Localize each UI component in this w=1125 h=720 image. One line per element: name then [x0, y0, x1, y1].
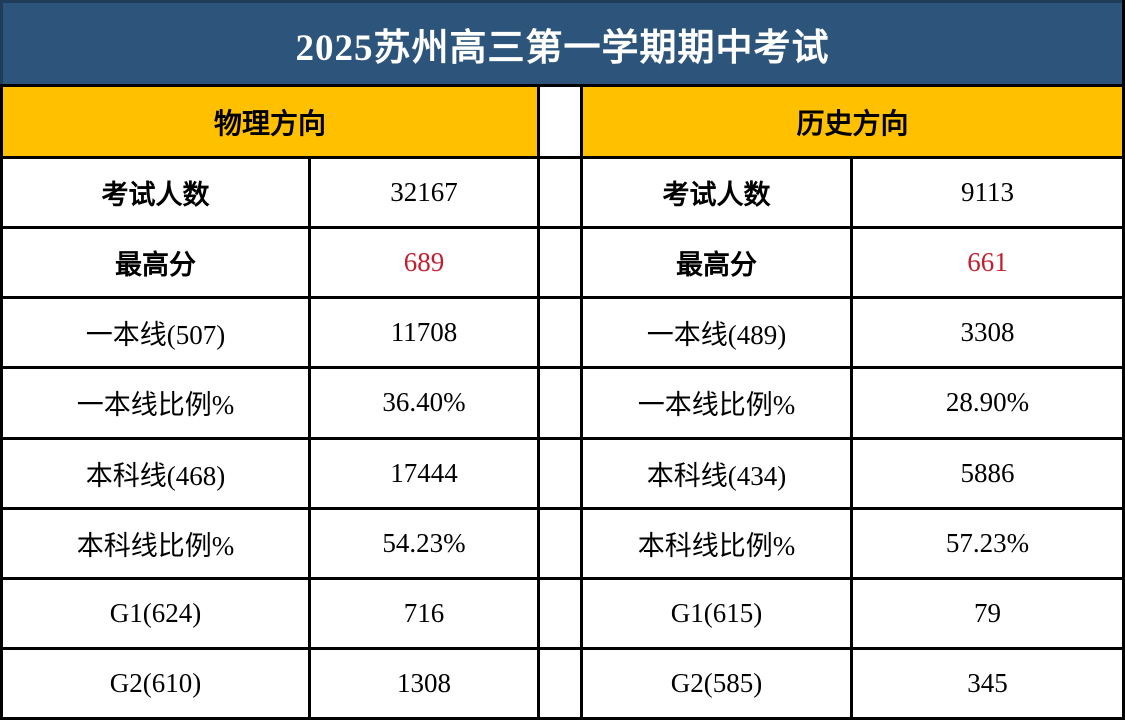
physics-row-value: 1308 — [308, 646, 537, 717]
row-gap-cell — [537, 226, 580, 297]
physics-row-label: 最高分 — [0, 226, 308, 297]
history-row-label: 一本线比例% — [580, 366, 850, 437]
history-row-value: 9113 — [850, 156, 1122, 227]
history-row-value: 5886 — [850, 436, 1122, 507]
history-row-label: 本科线比例% — [580, 506, 850, 577]
physics-row-label: 一本线比例% — [0, 366, 308, 437]
row-gap-cell — [537, 646, 580, 717]
physics-row-label: G2(610) — [0, 646, 308, 717]
physics-row-value: 54.23% — [308, 506, 537, 577]
physics-row-value: 17444 — [308, 436, 537, 507]
row-gap-cell — [537, 156, 580, 227]
physics-section-header: 物理方向 — [0, 84, 537, 156]
header-gap-cell — [537, 84, 580, 156]
physics-row-value: 716 — [308, 576, 537, 647]
history-row-label: 考试人数 — [580, 156, 850, 227]
history-row-value: 345 — [850, 646, 1122, 717]
table-title: 2025苏州高三第一学期期中考试 — [0, 0, 1122, 84]
history-row-value: 79 — [850, 576, 1122, 647]
row-gap-cell — [537, 576, 580, 647]
physics-row-value: 11708 — [308, 296, 537, 367]
history-row-label: 本科线(434) — [580, 436, 850, 507]
history-row-value: 57.23% — [850, 506, 1122, 577]
row-gap-cell — [537, 366, 580, 437]
row-gap-cell — [537, 506, 580, 577]
history-row-label: G2(585) — [580, 646, 850, 717]
physics-row-label: 本科线比例% — [0, 506, 308, 577]
physics-row-value: 689 — [308, 226, 537, 297]
row-gap-cell — [537, 296, 580, 367]
history-row-label: 最高分 — [580, 226, 850, 297]
physics-row-label: G1(624) — [0, 576, 308, 647]
physics-row-label: 考试人数 — [0, 156, 308, 227]
history-row-label: G1(615) — [580, 576, 850, 647]
physics-row-value: 32167 — [308, 156, 537, 227]
row-gap-cell — [537, 436, 580, 507]
history-row-label: 一本线(489) — [580, 296, 850, 367]
physics-row-value: 36.40% — [308, 366, 537, 437]
physics-row-label: 本科线(468) — [0, 436, 308, 507]
history-row-value: 3308 — [850, 296, 1122, 367]
history-row-value: 28.90% — [850, 366, 1122, 437]
history-row-value: 661 — [850, 226, 1122, 297]
physics-row-label: 一本线(507) — [0, 296, 308, 367]
history-section-header: 历史方向 — [580, 84, 1122, 156]
